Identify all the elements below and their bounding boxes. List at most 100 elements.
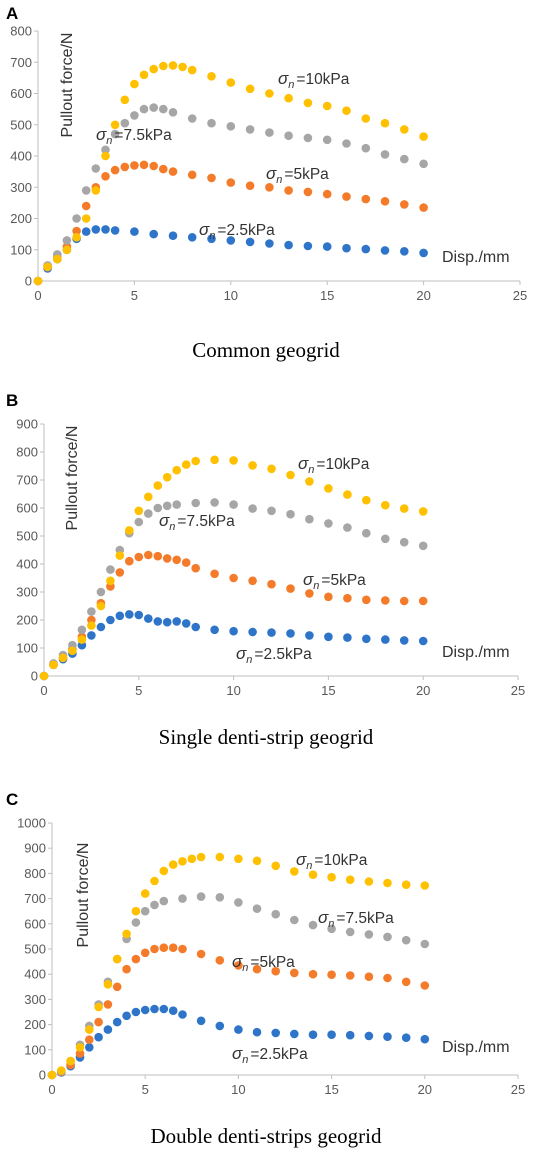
data-point — [103, 980, 113, 989]
data-point — [399, 537, 409, 547]
data-point — [139, 70, 149, 80]
data-point — [364, 972, 374, 981]
x-tick-label: 20 — [418, 1082, 432, 1097]
data-point — [418, 541, 428, 551]
data-point — [229, 500, 238, 509]
data-point — [144, 550, 153, 560]
data-point — [144, 614, 153, 623]
data-point — [308, 969, 318, 979]
data-point — [72, 233, 81, 242]
data-point — [419, 203, 428, 212]
data-point — [122, 929, 131, 939]
y-tick-label: 100 — [24, 1042, 46, 1057]
series-label: σn =7.5kPa — [159, 511, 235, 533]
data-point — [226, 78, 236, 87]
data-point — [110, 165, 120, 175]
series-label: σn =10kPa — [298, 454, 370, 476]
data-point — [381, 534, 390, 544]
data-point — [252, 1027, 262, 1037]
data-point — [81, 214, 91, 223]
data-point — [229, 573, 238, 583]
data-point — [191, 622, 200, 632]
y-tick-label: 800 — [10, 24, 32, 39]
data-point — [322, 135, 332, 145]
data-point — [322, 189, 332, 199]
data-point — [159, 1004, 169, 1014]
series-2.5kPa — [47, 1004, 430, 1080]
y-axis-label: Pullout force/N — [64, 426, 81, 531]
y-tick-label: 500 — [24, 942, 46, 957]
data-point — [96, 601, 106, 611]
data-point — [245, 181, 255, 190]
data-point — [324, 592, 333, 602]
data-point — [181, 558, 191, 567]
data-point — [178, 857, 187, 866]
data-point — [361, 244, 371, 254]
data-point — [159, 104, 168, 114]
data-point — [62, 236, 72, 245]
data-point — [110, 226, 120, 235]
data-point — [215, 893, 225, 902]
data-point — [399, 596, 409, 606]
data-point — [181, 460, 191, 469]
data-point — [140, 1005, 150, 1015]
data-point — [149, 64, 158, 74]
data-point — [172, 555, 181, 565]
data-point — [229, 456, 238, 465]
y-tick-label: 600 — [16, 501, 38, 516]
data-point — [207, 72, 216, 81]
data-point — [196, 852, 206, 862]
data-point — [324, 632, 333, 642]
data-point — [96, 587, 106, 597]
series-label: σn =2.5kPa — [232, 1044, 308, 1066]
y-tick-label: 300 — [24, 992, 46, 1007]
data-point — [115, 568, 125, 577]
data-point — [87, 607, 96, 616]
data-point — [308, 920, 318, 930]
data-point — [87, 631, 96, 640]
y-tick-label: 1000 — [17, 816, 46, 831]
x-tick-label: 15 — [321, 683, 335, 698]
data-point — [418, 636, 428, 646]
y-tick-label: 300 — [10, 180, 32, 195]
y-tick-label: 200 — [16, 613, 38, 628]
y-tick-label: 700 — [10, 55, 32, 70]
y-tick-label: 900 — [16, 417, 38, 432]
data-point — [178, 1010, 187, 1019]
series-label: σn =2.5kPa — [236, 644, 312, 666]
series-label: σn =5kPa — [232, 952, 295, 974]
data-point — [267, 628, 276, 637]
data-point — [150, 944, 159, 954]
x-tick-label: 25 — [513, 288, 527, 303]
data-point — [303, 133, 313, 143]
x-tick-label: 0 — [48, 1082, 55, 1097]
y-tick-label: 100 — [10, 242, 32, 257]
data-point — [94, 1017, 103, 1027]
x-axis-label: Disp./mm — [442, 644, 510, 661]
data-point — [149, 161, 158, 171]
data-point — [162, 617, 172, 627]
data-point — [139, 160, 149, 170]
y-tick-label: 0 — [25, 274, 32, 289]
data-point — [286, 629, 295, 638]
data-point — [303, 187, 313, 197]
x-axis-label: Disp./mm — [442, 249, 510, 266]
data-point — [383, 973, 392, 983]
data-point — [267, 464, 276, 474]
data-point — [419, 159, 428, 169]
x-tick-label: 5 — [142, 1082, 149, 1097]
data-point — [101, 225, 110, 234]
data-point — [362, 595, 371, 605]
data-point — [400, 125, 409, 134]
y-axis-label: Pullout force/N — [59, 33, 76, 138]
data-point — [420, 981, 430, 990]
data-point — [305, 631, 314, 640]
data-point — [131, 954, 141, 964]
series-5kPa — [39, 550, 428, 681]
data-point — [400, 247, 409, 256]
data-point — [364, 877, 374, 886]
data-point — [131, 918, 141, 927]
data-point — [418, 596, 428, 606]
data-point — [290, 915, 299, 925]
data-point — [159, 164, 168, 174]
